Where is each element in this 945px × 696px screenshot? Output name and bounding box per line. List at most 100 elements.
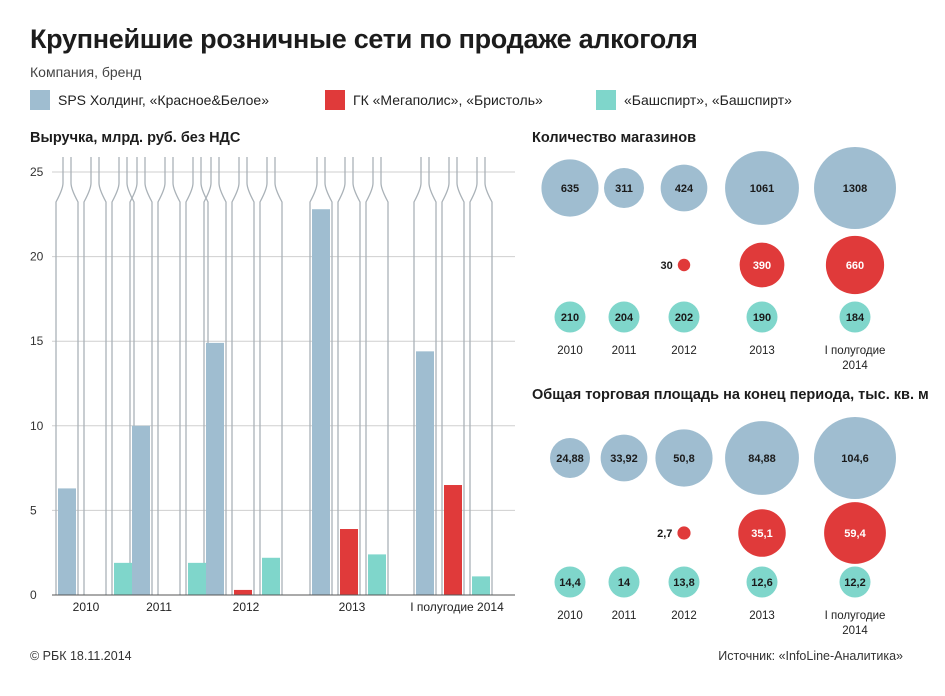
bar-gk (444, 485, 462, 595)
y-tick-label: 10 (30, 419, 44, 433)
category-label: 2014 (842, 360, 868, 372)
category-label: 2013 (749, 345, 775, 357)
bar-sps (416, 351, 434, 595)
bubble-label: 1061 (750, 183, 774, 195)
legend-item-gk: ГК «Мегаполис», «Бристоль» (325, 90, 543, 110)
bubble-sps (814, 417, 896, 499)
bubble-label: 30 (661, 260, 673, 272)
bubble-sps (725, 421, 799, 495)
x-tick-label: 2013 (339, 600, 366, 614)
legend-swatch-sps (30, 90, 50, 110)
bubble-bash (839, 566, 871, 598)
bubble-label: 12,2 (844, 577, 865, 589)
bubble-bash (554, 566, 586, 598)
bubble-sps (600, 434, 648, 482)
x-tick-label: 2011 (146, 600, 172, 614)
bar-gk (340, 529, 358, 595)
bubble-bash (554, 301, 586, 333)
bubble-sps (604, 168, 644, 208)
area-title: Общая торговая площадь на конец периода,… (532, 387, 929, 403)
bubble-bash (746, 301, 778, 333)
bubble-label: 2,7 (657, 528, 672, 540)
bottle-outline (111, 157, 135, 595)
bubble-sps (541, 159, 599, 217)
bottle-outline (469, 157, 493, 595)
page-subtitle: Компания, бренд (30, 64, 142, 80)
bubble-label: 190 (753, 312, 771, 324)
y-tick-label: 5 (30, 503, 37, 517)
x-tick-label: 2012 (233, 600, 260, 614)
category-label: 2010 (557, 345, 583, 357)
bottle-outline (309, 157, 333, 595)
bubble-label: 204 (615, 312, 634, 324)
bar-sps (312, 209, 330, 595)
footer-copyright: © РБК 18.11.2014 (30, 649, 132, 663)
bubble-sps (655, 429, 713, 487)
legend-item-sps: SPS Холдинг, «Красное&Белое» (30, 90, 269, 110)
bubble-gk (738, 509, 786, 557)
bar-bash (262, 557, 280, 595)
category-label: 2012 (671, 345, 697, 357)
bar-bash (188, 562, 206, 595)
stores-title: Количество магазинов (532, 130, 697, 146)
x-tick-label: 2010 (73, 600, 100, 614)
category-label: 2010 (557, 610, 583, 622)
bottle-outline (129, 157, 153, 595)
bubble-sps (550, 438, 590, 478)
bubble-label: 424 (675, 183, 694, 195)
bubble-label: 184 (846, 312, 865, 324)
bubble-bash (608, 301, 640, 333)
bubble-label: 33,92 (610, 453, 638, 465)
bubble-label: 311 (615, 183, 633, 195)
bottle-outline (337, 157, 361, 595)
bottle-outline (413, 157, 437, 595)
bottle-outline (365, 157, 389, 595)
bubble-label: 104,6 (841, 453, 869, 465)
legend-label-gk: ГК «Мегаполис», «Бристоль» (353, 92, 543, 108)
bar-sps (132, 425, 150, 595)
category-label: 2013 (749, 610, 775, 622)
bubble-label: 14 (618, 577, 631, 589)
bubble-gk (824, 502, 886, 564)
bubble-label: 14,4 (559, 577, 581, 589)
bubble-label: 84,88 (748, 453, 776, 465)
y-tick-label: 25 (30, 165, 44, 179)
bubble-label: 24,88 (556, 453, 584, 465)
legend-swatch-gk (325, 90, 345, 110)
category-label: I полугодие (825, 345, 886, 357)
bubble-label: 59,4 (844, 528, 866, 540)
y-tick-label: 20 (30, 250, 44, 264)
bottle-outline (441, 157, 465, 595)
bubble-label: 12,6 (751, 577, 772, 589)
bottle-outline (203, 157, 227, 595)
category-label: I полугодие (825, 610, 886, 622)
bubble-gk (677, 258, 691, 272)
bubble-bash (668, 301, 700, 333)
bar-sps (206, 342, 224, 595)
y-tick-label: 15 (30, 334, 44, 348)
bubble-label: 660 (846, 260, 864, 272)
legend-item-bash: «Башспирт», «Башспирт» (596, 90, 792, 110)
bubble-label: 635 (561, 183, 579, 195)
bubble-bash (608, 566, 640, 598)
bottle-outline (231, 157, 255, 595)
bubble-sps (814, 147, 896, 229)
bubble-bash (746, 566, 778, 598)
y-tick-label: 0 (30, 588, 37, 602)
bubble-bash (839, 301, 871, 333)
legend-label-sps: SPS Холдинг, «Красное&Белое» (58, 92, 269, 108)
bottle-outline (259, 157, 283, 595)
category-label: 2011 (612, 610, 637, 622)
bubble-label: 390 (753, 260, 771, 272)
legend-label-bash: «Башспирт», «Башспирт» (624, 92, 792, 108)
bubble-gk (677, 526, 691, 540)
revenue-title: Выручка, млрд. руб. без НДС (30, 130, 241, 146)
bubble-sps (660, 164, 708, 212)
bar-bash (368, 554, 386, 595)
bubble-gk (825, 235, 885, 295)
bottle-outline (185, 157, 209, 595)
bubble-gk (739, 242, 785, 288)
bar-bash (472, 576, 490, 595)
category-label: 2011 (612, 345, 637, 357)
